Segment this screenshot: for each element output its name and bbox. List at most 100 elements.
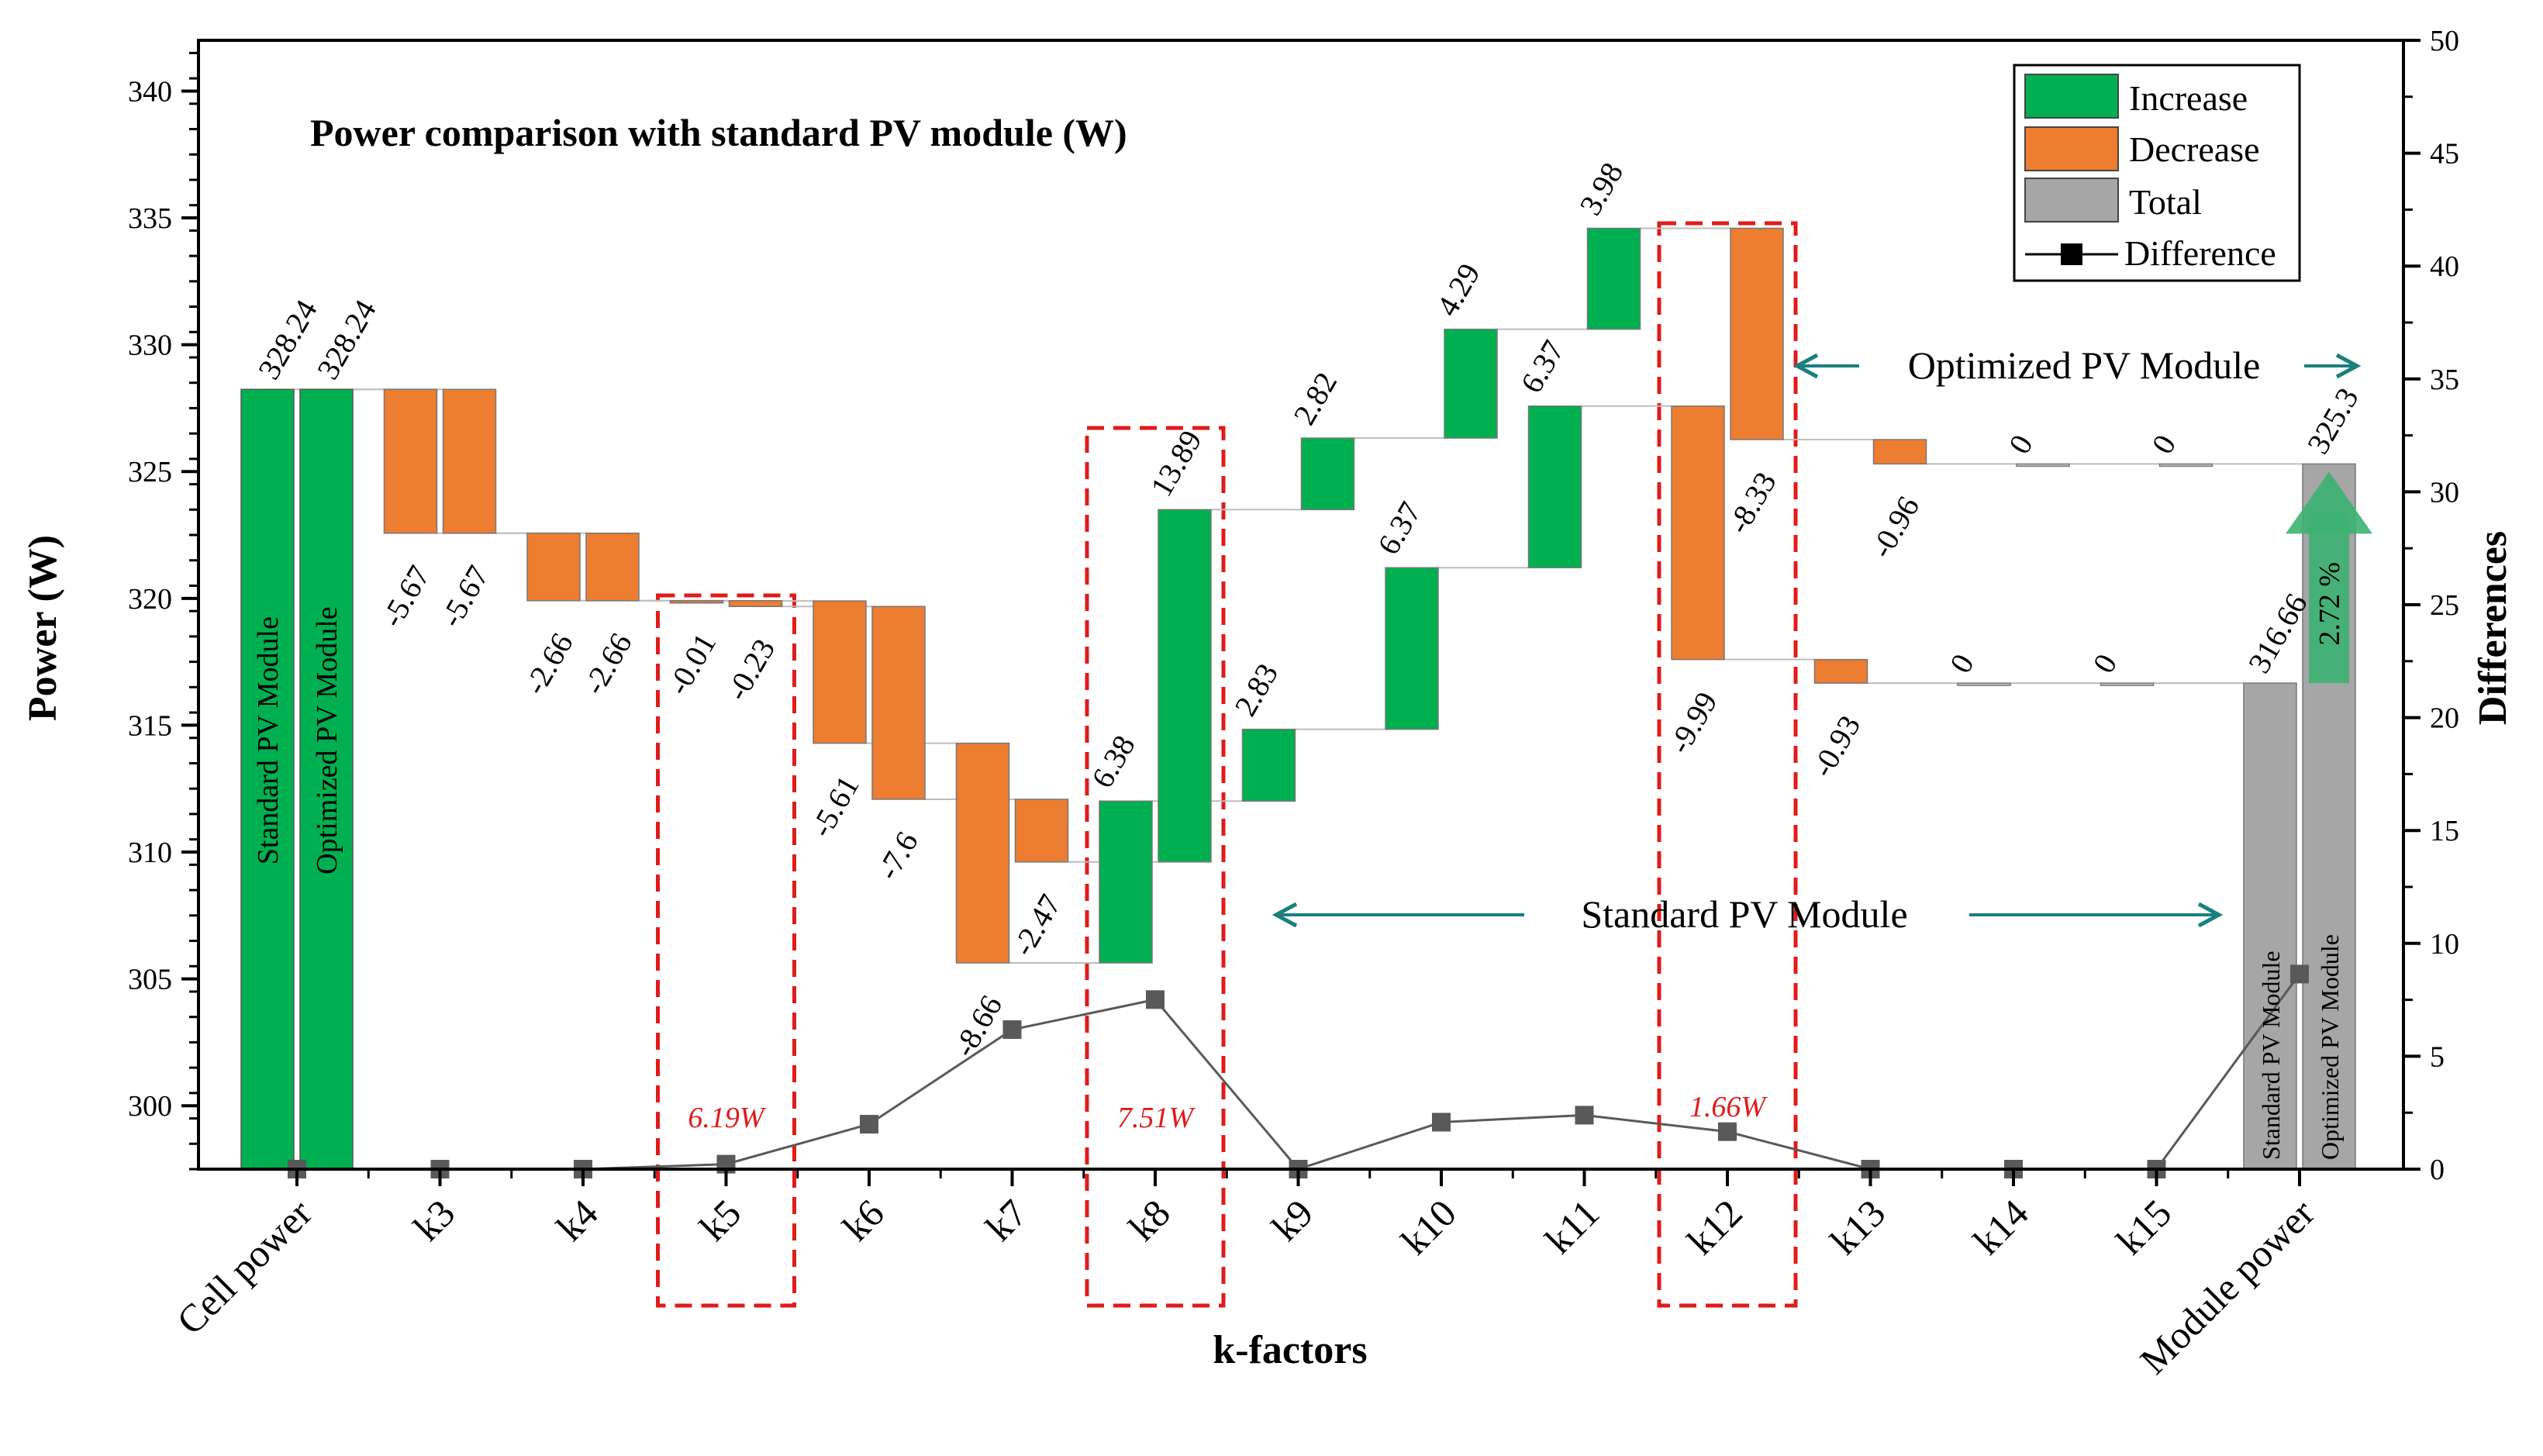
gain-arrow-head: [2286, 471, 2372, 534]
optimized-bar-k15: [2158, 463, 2213, 468]
y2-tick-label: 25: [2430, 589, 2459, 622]
x-tick-label-k10: k10: [1392, 1191, 1465, 1263]
chart-title: Power comparison with standard PV module…: [310, 111, 1127, 154]
legend-label-difference: Difference: [2124, 233, 2276, 273]
difference-point: [860, 1115, 878, 1134]
y-tick-label: 305: [128, 964, 172, 996]
optimized-bar-k3: [442, 388, 497, 534]
standard-label-k3: -5.67: [374, 560, 437, 633]
legend: Increase Decrease Total Difference: [2013, 64, 2301, 282]
standard-label-k7: -8.66: [947, 989, 1009, 1063]
standard-region-arrowhead-left: [1272, 902, 1298, 928]
optimized-bar-k13: [1872, 439, 1927, 465]
optimized-start-bar-text: Optimized PV Module: [311, 606, 343, 875]
optimized-label-k3: -5.67: [433, 560, 496, 633]
x-tick-label-k6: k6: [834, 1191, 892, 1249]
highlight-box-k5: [656, 593, 796, 1308]
optimized-label-k14: 0: [2002, 429, 2040, 460]
x-tick-label-k13: k13: [1822, 1191, 1894, 1263]
standard-bar-k15: [2100, 682, 2155, 686]
difference-point: [1575, 1106, 1594, 1125]
difference-point: [1146, 990, 1165, 1009]
standard-label-k6: -5.61: [803, 770, 866, 844]
highlight-label-k5: 6.19W: [688, 1102, 767, 1134]
difference-series-layer: [288, 964, 2309, 1178]
highlight-label-k12: 1.66W: [1689, 1091, 1768, 1123]
x-axis-title: k-factors: [1213, 1328, 1367, 1372]
optimized-label-k12: -8.33: [1720, 466, 1783, 540]
standard-bar-k11: [1527, 405, 1582, 568]
standard-bar-k13: [1813, 658, 1868, 684]
optimized-bar-k9: [1300, 437, 1355, 511]
legend-swatch-total: [2024, 178, 2119, 223]
standard-label-k4: -2.66: [517, 627, 580, 701]
x-tick-label-k3: k3: [405, 1191, 463, 1249]
legend-swatch-decrease: [2024, 126, 2119, 171]
optimized-label-k9: 2.82: [1286, 366, 1344, 430]
standard-bar-k7: [955, 742, 1010, 964]
standard-label-k13: -0.93: [1805, 709, 1868, 783]
x-tick-label-k5: k5: [691, 1191, 749, 1249]
y2-axis-title: Differences: [2471, 531, 2515, 725]
standard-bar-k9: [1241, 728, 1296, 802]
y-tick-label: 300: [128, 1090, 172, 1123]
optimized-bar-k6: [871, 606, 926, 800]
optimized-region-label: Optimized PV Module: [1908, 343, 2261, 387]
optimized-bar-k5: [728, 600, 783, 608]
y-tick-label: 325: [128, 456, 172, 488]
standard-start-bar-text: Standard PV Module: [252, 616, 285, 864]
legend-label-increase: Increase: [2129, 78, 2248, 118]
difference-point: [2290, 964, 2309, 984]
optimized-bar-k10: [1444, 328, 1498, 439]
gain-arrow-shaft: [2309, 513, 2349, 684]
standard-label-k12: -9.99: [1661, 686, 1724, 760]
y-tick-label: 310: [128, 837, 172, 869]
optimized-label-k15: 0: [2144, 429, 2182, 460]
legend-marker-difference: [2061, 243, 2082, 265]
standard-bar-k12: [1671, 405, 1725, 661]
y2-tick-label: 5: [2430, 1040, 2445, 1073]
y2-tick-label: 15: [2430, 815, 2459, 847]
optimized-region-arrowhead-left: [1793, 353, 1819, 379]
optimized-total-bar-text: Optimized PV Module: [2316, 934, 2344, 1160]
difference-point: [1718, 1122, 1737, 1141]
standard-total-bar: [2243, 682, 2297, 1170]
highlight-boxes-layer: [656, 221, 1798, 1308]
x-tick-label-k12: k12: [1679, 1191, 1751, 1263]
standard-label-k10: 6.37: [1371, 496, 1428, 561]
highlight-label-k8: 7.51W: [1117, 1102, 1196, 1134]
optimized-label-k4: -2.66: [576, 627, 639, 701]
y-axis-title: Power (W): [21, 535, 65, 721]
standard-bar-k10: [1385, 567, 1439, 730]
standard-bar-k5: [669, 600, 724, 604]
standard-label-k14: 0: [1943, 648, 1981, 679]
highlight-box-k8: [1085, 426, 1226, 1308]
standard-total-bar-text: Standard PV Module: [2257, 951, 2285, 1160]
difference-point: [1432, 1113, 1451, 1132]
annotations-layer: 6.19W 7.51W 1.66W 2.72 % Optimized PV Module…: [688, 343, 2372, 1134]
x-tick-label-k9: k9: [1263, 1191, 1321, 1249]
optimized-label-k8: 13.89: [1144, 424, 1209, 502]
optimized-bar-k4: [585, 532, 640, 602]
standard-bar-k14: [1957, 682, 2011, 686]
optimized-label-k7: -2.47: [1006, 888, 1068, 962]
x-tick-label-k11: k11: [1537, 1191, 1607, 1261]
standard-region-label: Standard PV Module: [1581, 892, 1907, 936]
standard-bar-k6: [813, 600, 867, 744]
optimized-bar-k8: [1158, 509, 1212, 863]
legend-label-total: Total: [2129, 182, 2202, 222]
x-tick-label-k14: k14: [1965, 1191, 2037, 1263]
optimized-region-arrowhead-right: [2335, 353, 2362, 379]
optimized-label-k5: -0.23: [719, 633, 782, 706]
y-tick-label: 320: [128, 583, 172, 616]
standard-label-k5: -0.01: [661, 627, 723, 701]
standard-bar-k8: [1099, 800, 1153, 964]
y2-tick-label: 10: [2430, 928, 2459, 961]
standard-label-k9: 2.83: [1227, 657, 1285, 722]
y2-tick-label: 0: [2430, 1154, 2445, 1186]
difference-line: [297, 973, 2301, 1171]
standard-bar-k4: [526, 532, 581, 602]
standard-label-k15: 0: [2086, 648, 2124, 679]
